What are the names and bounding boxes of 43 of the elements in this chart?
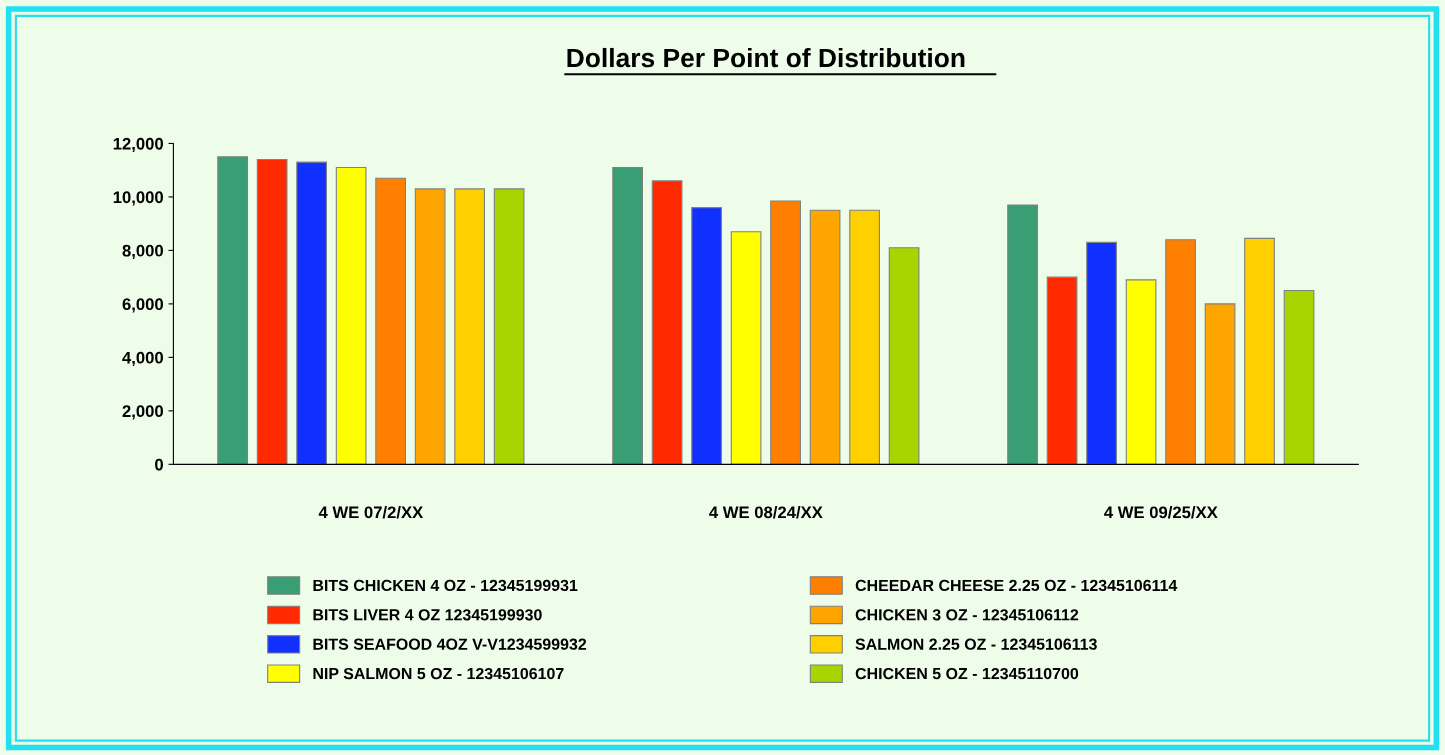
chart-title: Dollars Per Point of Distribution — [567, 47, 965, 68]
bar — [1125, 279, 1157, 465]
x-tick-label: 4 WE 09/25/XX — [1104, 505, 1218, 519]
legend-label: NIP SALMON 5 OZ - 12345106107 — [313, 667, 564, 680]
y-tick-label: 2,000 — [122, 405, 163, 420]
legend-label: BITS LIVER 4 OZ 12345199930 — [313, 609, 542, 621]
bar — [612, 166, 643, 465]
bar — [1165, 239, 1196, 465]
legend-label: CHICKEN 5 OZ - 12345110700 — [855, 667, 1079, 680]
bar — [335, 166, 367, 465]
bar — [770, 200, 801, 465]
bar — [1204, 303, 1236, 465]
x-tick-label: 4 WE 08/24/XX — [709, 505, 823, 519]
legend-label: CHICKEN 3 OZ - 12345106112 — [855, 609, 1079, 621]
bar — [1244, 237, 1275, 465]
bar — [849, 209, 880, 465]
y-tick-label: 10,000 — [113, 191, 163, 206]
bar — [375, 177, 406, 465]
y-tick-label: 6,000 — [122, 298, 163, 313]
legend-label: BITS SEAFOOD 4OZ V-V1234599932 — [313, 638, 587, 650]
bar — [1086, 241, 1117, 465]
bar — [691, 207, 722, 465]
bar — [454, 188, 485, 465]
y-tick-label: 0 — [155, 458, 163, 471]
y-tick-label: 12,000 — [113, 137, 163, 153]
bar — [217, 156, 249, 465]
bar — [256, 158, 288, 465]
legend-label: SALMON 2.25 OZ - 12345106113 — [855, 638, 1097, 650]
bar — [888, 247, 920, 465]
bar — [651, 180, 683, 465]
bar — [1283, 289, 1315, 465]
legend-label: CHEEDAR CHEESE 2.25 OZ - 12345106114 — [855, 579, 1178, 592]
bar — [1046, 276, 1078, 465]
y-tick-label: 8,000 — [122, 244, 163, 260]
bar — [414, 188, 446, 465]
bar — [809, 209, 841, 465]
legend-label: BITS CHICKEN 4 OZ - 12345199931 — [313, 579, 578, 592]
bar — [1007, 204, 1038, 465]
bar — [493, 188, 525, 465]
bar — [296, 161, 328, 465]
x-tick-label: 4 WE 07/2/XX — [318, 505, 424, 519]
bar — [730, 231, 762, 465]
y-tick-label: 4,000 — [122, 351, 163, 366]
